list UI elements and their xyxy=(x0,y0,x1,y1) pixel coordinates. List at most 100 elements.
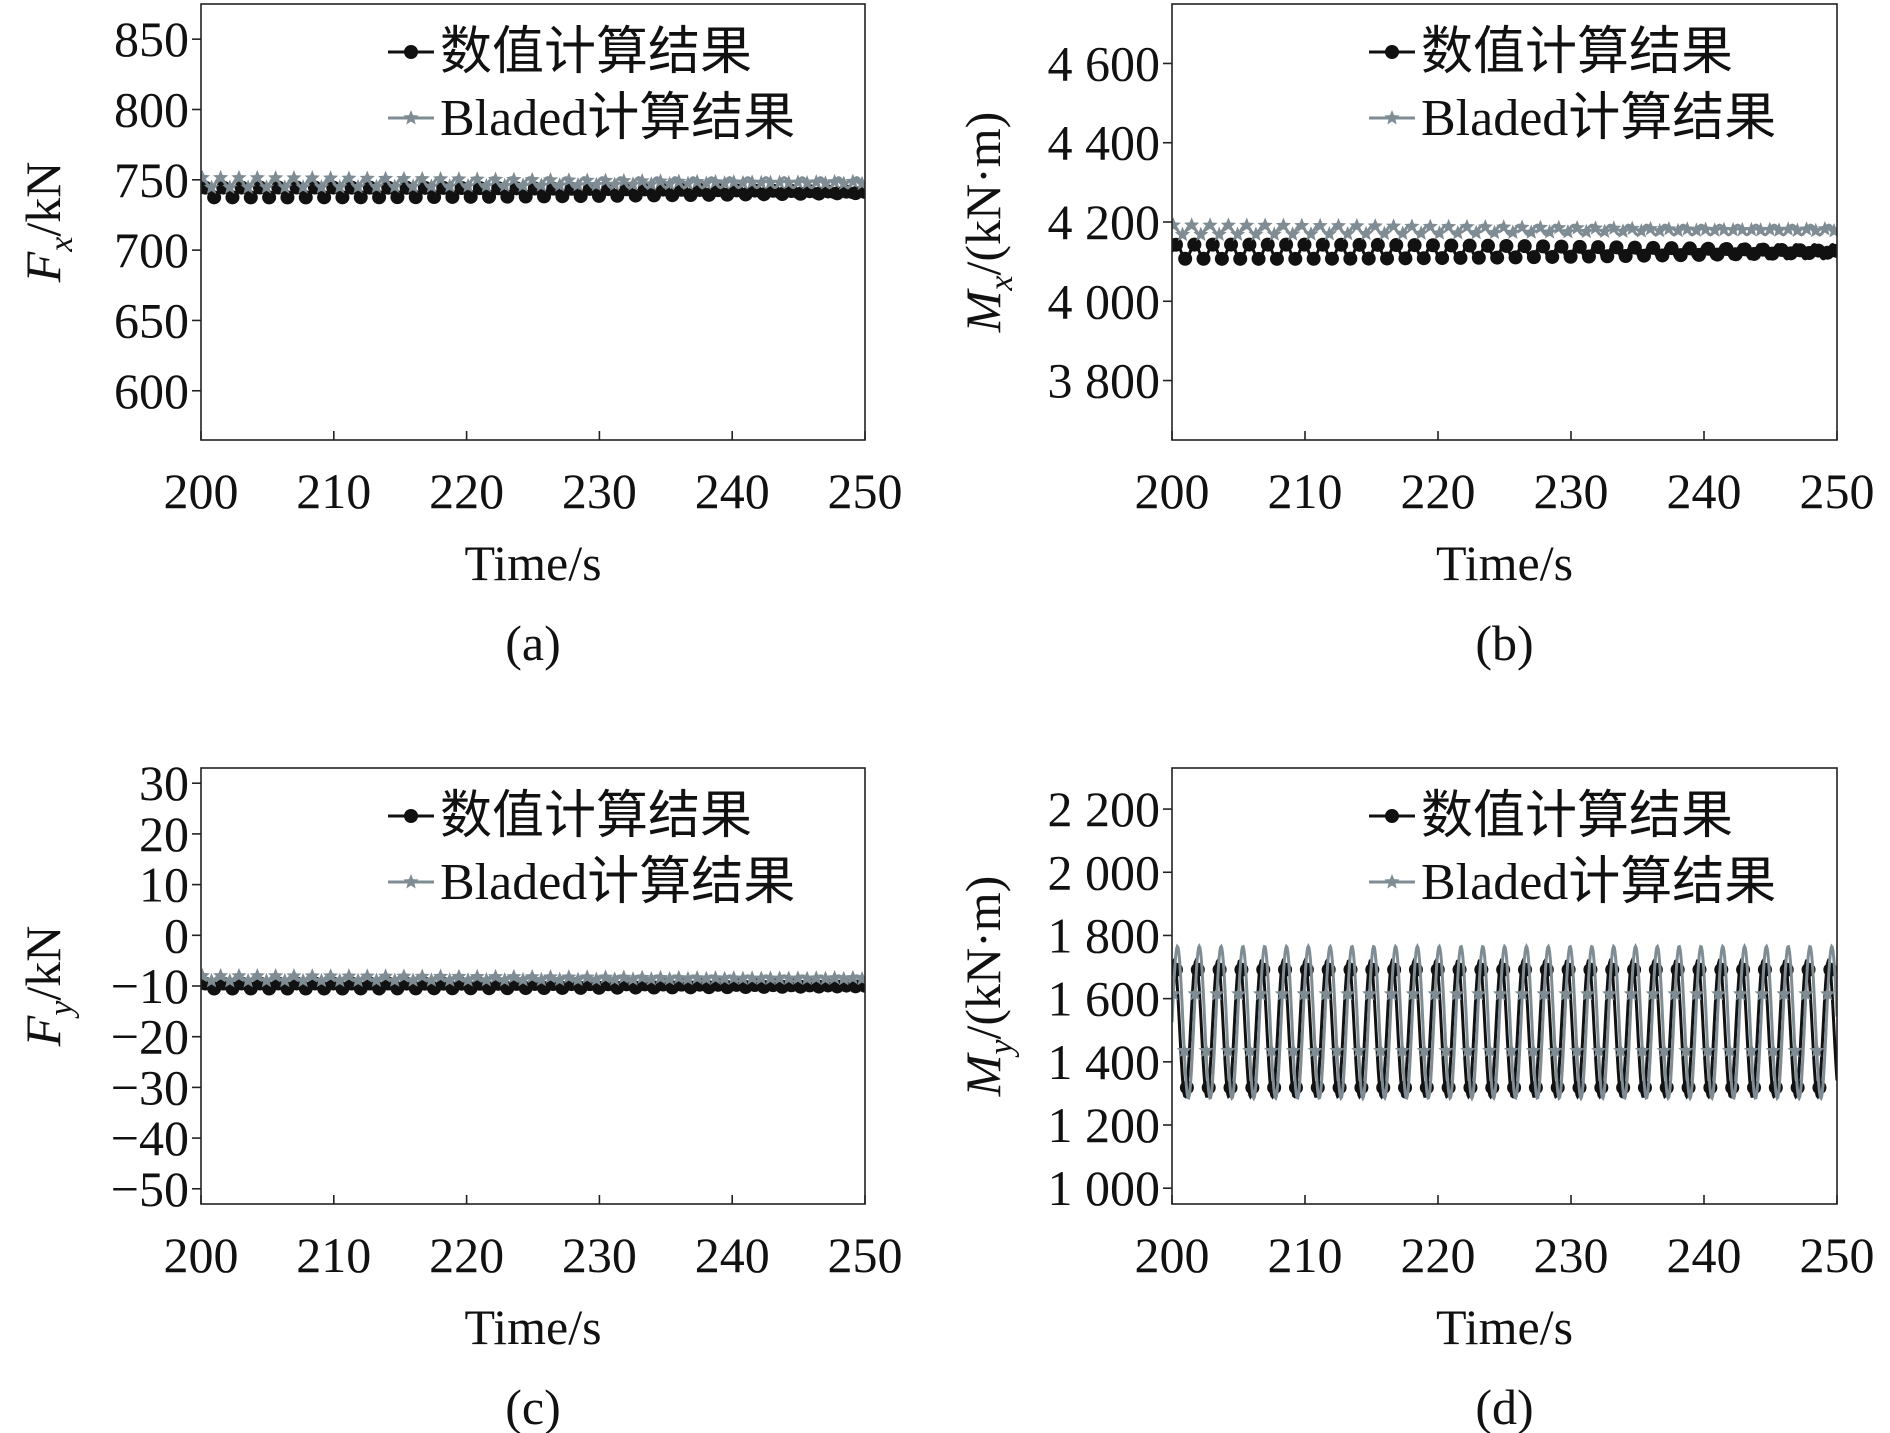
bladed-data-point xyxy=(249,169,265,185)
bladed-data-point xyxy=(1776,985,1792,1001)
bladed-data-point xyxy=(1656,1042,1672,1058)
bladed-data-point xyxy=(735,970,751,986)
bladed-data-point xyxy=(1721,1042,1738,1058)
bladed-data-point xyxy=(1202,217,1218,232)
y-tick-label: 1 600 xyxy=(1048,971,1161,1027)
y-tick-label: 4 400 xyxy=(1048,115,1161,171)
bladed-data-point xyxy=(781,174,797,190)
bladed-data-point xyxy=(1231,985,1247,1001)
bladed-data-point xyxy=(570,971,586,987)
bladed-data-point xyxy=(1492,985,1509,1001)
bladed-data-point xyxy=(286,968,302,983)
bladed-data-point xyxy=(1257,217,1273,232)
panel-caption: (b) xyxy=(1475,615,1533,671)
numeric-data-point xyxy=(1545,249,1560,264)
numeric-data-point xyxy=(1554,239,1569,254)
bladed-data-point xyxy=(1541,224,1558,239)
bladed-data-point xyxy=(460,972,476,987)
bladed-data-point xyxy=(597,172,614,188)
bladed-data-point xyxy=(552,177,568,192)
bladed-data-point xyxy=(680,970,696,986)
bladed-data-point xyxy=(1459,218,1475,234)
bladed-data-point xyxy=(1569,220,1585,235)
y-tick-label: 1 000 xyxy=(1048,1160,1161,1216)
y-tick-label: 1 400 xyxy=(1048,1034,1161,1090)
bladed-data-point xyxy=(1569,1042,1585,1058)
bladed-data-point xyxy=(533,177,549,192)
bladed-data-point xyxy=(432,968,449,983)
numeric-data-point xyxy=(1435,251,1450,266)
bladed-data-point xyxy=(1667,985,1683,1001)
bladed-data-point xyxy=(1307,1042,1323,1058)
bladed-data-point xyxy=(332,178,348,194)
y-tick-label: 30 xyxy=(139,755,189,811)
bladed-data-point xyxy=(368,178,385,194)
bladed-data-point xyxy=(808,174,824,189)
x-tick-label: 220 xyxy=(429,1227,504,1283)
numeric-data-point xyxy=(1526,250,1541,265)
bladed-data-point xyxy=(1612,1042,1629,1058)
bladed-data-point xyxy=(1652,222,1668,238)
bladed-data-point xyxy=(1711,985,1727,1001)
x-tick-label: 220 xyxy=(1401,463,1476,519)
bladed-data-point xyxy=(1176,1042,1192,1058)
bladed-data-point xyxy=(222,179,238,194)
legend-label: Bladed计算结果 xyxy=(1421,90,1776,147)
bladed-data-point xyxy=(323,170,339,185)
bladed-data-point xyxy=(735,174,751,190)
chart-panel-a: 200 210 220 230 240 250 600 650 700 750 800 850 Time… xyxy=(15,3,903,671)
numeric-data-point xyxy=(1233,251,1248,266)
bladed-data-point xyxy=(396,170,412,186)
bladed-data-point xyxy=(790,174,806,189)
y-tick-label: 10 xyxy=(139,857,189,913)
bladed-data-point xyxy=(396,968,412,983)
bladed-data-point xyxy=(258,179,275,194)
bladed-data-point xyxy=(213,967,229,983)
bladed-data-point xyxy=(1689,985,1705,1001)
bladed-data-point xyxy=(423,972,440,987)
bladed-data-point xyxy=(341,170,357,185)
bladed-data-point xyxy=(240,972,256,988)
numeric-data-point xyxy=(1370,237,1385,252)
bladed-data-point xyxy=(1242,1042,1258,1058)
y-tick-label: 750 xyxy=(114,152,189,208)
legend-marker-star xyxy=(403,874,419,889)
bladed-data-point xyxy=(1707,222,1723,237)
y-tick-label: −50 xyxy=(111,1161,189,1217)
bladed-data-point xyxy=(1725,222,1741,237)
bladed-data-point xyxy=(277,179,293,194)
numeric-data-point xyxy=(1581,249,1596,264)
bladed-data-point xyxy=(213,169,229,185)
bladed-data-point xyxy=(432,170,449,186)
bladed-data-point xyxy=(1385,218,1402,233)
numeric-data-point xyxy=(1462,238,1477,253)
x-tick-label: 210 xyxy=(296,463,371,519)
bladed-data-point xyxy=(799,970,815,986)
bladed-data-point xyxy=(524,968,540,984)
chart-panel-c: 200 210 220 230 240 250 −50−40−30−20−100102030… xyxy=(15,755,903,1433)
y-tick-label: 3 800 xyxy=(1048,353,1161,409)
bladed-data-point xyxy=(790,970,806,985)
y-axis-unit: /kN xyxy=(15,162,71,237)
axes-frame xyxy=(200,3,866,441)
panel-caption: (c) xyxy=(505,1379,561,1433)
bladed-data-point xyxy=(607,176,623,191)
bladed-data-point xyxy=(845,173,861,189)
bladed-data-point xyxy=(1349,218,1365,233)
y-axis-symbol: M xyxy=(955,288,1011,333)
x-tick-label: 220 xyxy=(429,463,504,519)
bladed-data-point xyxy=(1688,222,1705,237)
bladed-data-point xyxy=(680,175,696,191)
numeric-data-point xyxy=(1324,251,1339,266)
bladed-data-point xyxy=(405,178,421,193)
legend-marker-circle xyxy=(404,45,418,59)
y-axis-subscript: y xyxy=(983,1039,1020,1058)
bladed-data-point xyxy=(350,972,366,988)
y-axis-unit: /(kN·m) xyxy=(955,876,1011,1040)
bladed-data-point xyxy=(1285,226,1301,241)
bladed-data-point xyxy=(1376,225,1393,241)
legend: 数值计算结果 Bladed计算结果 xyxy=(1369,788,1776,911)
bladed-data-point xyxy=(698,970,714,986)
bladed-data-point xyxy=(1536,985,1552,1001)
